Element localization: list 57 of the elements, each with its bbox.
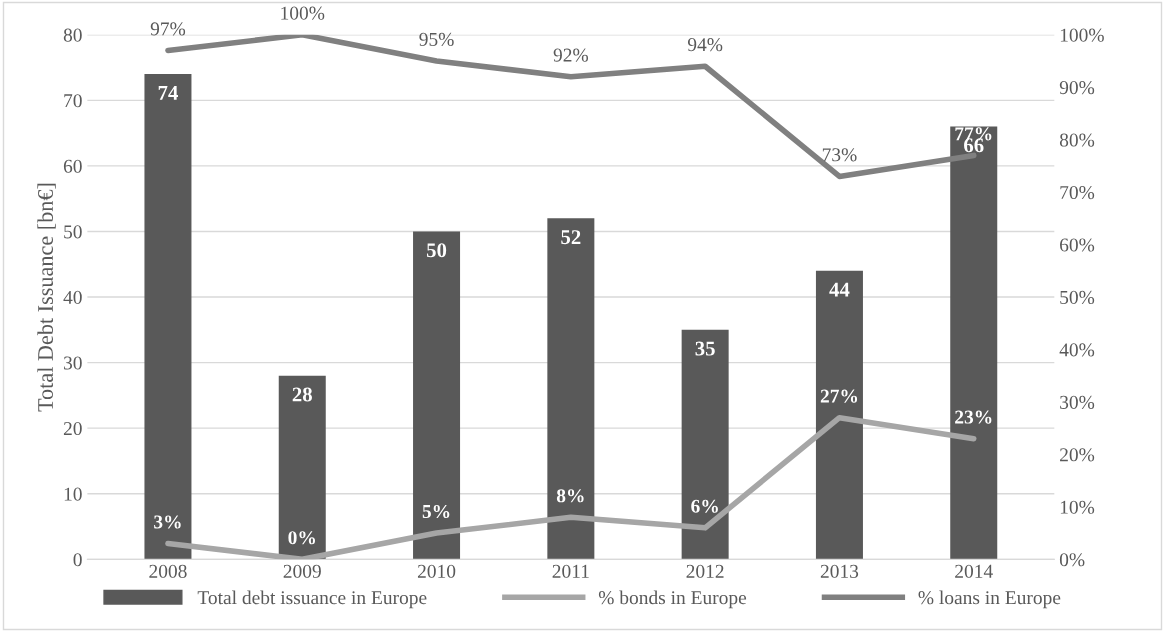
y-tick-label: 60 bbox=[63, 159, 82, 173]
data-label: 5% bbox=[422, 504, 450, 519]
data-label: 94% bbox=[687, 38, 723, 52]
bar bbox=[144, 74, 192, 560]
y2-tick-label: 10% bbox=[1060, 500, 1095, 514]
x-tick-label: 2012 bbox=[686, 564, 724, 578]
x-tick-label: 2014 bbox=[955, 564, 993, 578]
x-tick-label: 2009 bbox=[283, 564, 321, 578]
data-label: 23% bbox=[955, 410, 992, 424]
y-tick-label: 10 bbox=[64, 487, 82, 501]
y-tick-label: 50 bbox=[64, 225, 82, 239]
data-label: 28 bbox=[292, 387, 312, 402]
legend-label: Total debt issuance in Europe bbox=[197, 590, 427, 609]
y-tick-label: 40 bbox=[63, 290, 82, 304]
y-tick-label: 0 bbox=[73, 553, 82, 567]
data-label: 35 bbox=[695, 341, 715, 356]
data-label: 95% bbox=[419, 32, 454, 46]
bar bbox=[681, 329, 729, 560]
data-label: 6% bbox=[691, 499, 718, 513]
bar bbox=[950, 126, 998, 560]
data-label: 97% bbox=[150, 22, 186, 36]
bar bbox=[413, 231, 461, 560]
x-tick-label: 2008 bbox=[149, 564, 187, 578]
y2-tick-label: 50% bbox=[1060, 290, 1095, 305]
data-label: 8% bbox=[556, 489, 584, 503]
bar bbox=[278, 375, 326, 560]
data-label: 0% bbox=[288, 531, 316, 545]
x-tick-label: 2011 bbox=[552, 564, 589, 578]
bar bbox=[547, 218, 595, 560]
y-tick-label: 80 bbox=[63, 28, 82, 42]
y2-tick-label: 40% bbox=[1059, 343, 1095, 357]
data-label: 3% bbox=[154, 515, 181, 529]
data-label: 74 bbox=[158, 85, 178, 100]
y2-tick-label: 90% bbox=[1059, 81, 1095, 95]
y2-tick-label: 30% bbox=[1060, 395, 1095, 409]
data-label: 27% bbox=[820, 389, 858, 403]
y2-tick-label: 80% bbox=[1059, 133, 1095, 147]
x-tick-label: 2010 bbox=[417, 564, 456, 578]
legend-label: % bonds in Europe bbox=[598, 590, 747, 609]
y2-tick-label: 20% bbox=[1060, 448, 1095, 462]
data-label: 44 bbox=[829, 282, 850, 297]
data-label: 52 bbox=[561, 230, 581, 245]
data-label: 100% bbox=[281, 6, 325, 20]
legend-label: % loans in Europe bbox=[918, 590, 1061, 609]
x-tick-label: 2013 bbox=[820, 564, 859, 578]
y-tick-label: 20 bbox=[63, 422, 82, 436]
y2-tick-label: 100% bbox=[1060, 28, 1104, 42]
y-axis-title: Total Debt Issuance [bn€] bbox=[37, 183, 56, 412]
bar bbox=[815, 270, 863, 560]
y2-tick-label: 60% bbox=[1060, 238, 1095, 252]
data-label: 92% bbox=[553, 48, 589, 62]
data-label: 50 bbox=[426, 243, 447, 258]
data-label: 73% bbox=[822, 148, 857, 162]
y2-tick-label: 70% bbox=[1060, 185, 1095, 200]
y-tick-label: 70 bbox=[64, 94, 82, 108]
y-tick-label: 30 bbox=[64, 356, 82, 370]
y2-tick-label: 0% bbox=[1059, 553, 1085, 567]
